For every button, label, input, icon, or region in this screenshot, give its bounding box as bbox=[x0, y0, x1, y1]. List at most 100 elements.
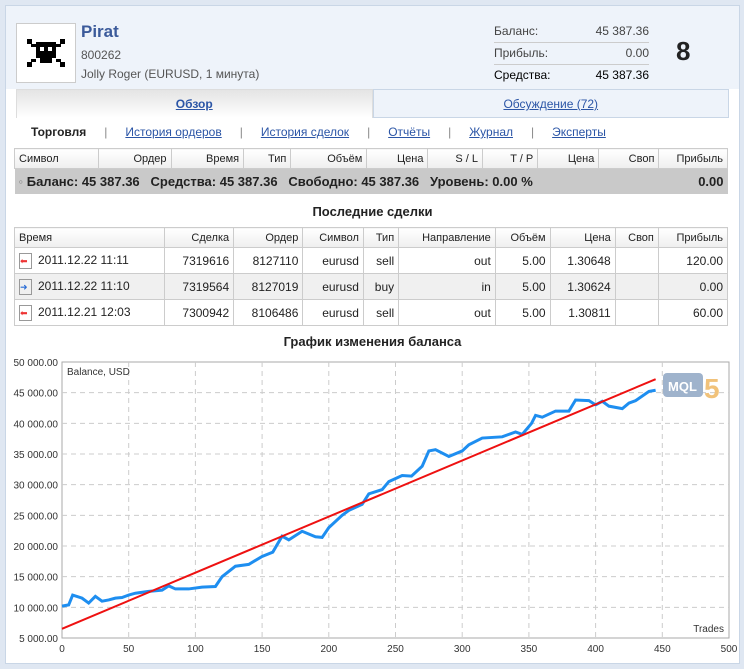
cell-text: 2011.12.22 11:10 bbox=[38, 278, 130, 293]
subnav-deal-history[interactable]: История сделок bbox=[260, 125, 350, 139]
cell-text: 2011.12.22 11:11 bbox=[38, 252, 129, 267]
cell-text: 8127019 bbox=[251, 279, 299, 294]
table-cell: eurusd bbox=[302, 299, 364, 326]
mql5-logo-five: 5 bbox=[704, 373, 720, 404]
table-cell: 1.30811 bbox=[549, 299, 616, 326]
y-tick-label: 20 000.00 bbox=[14, 542, 59, 553]
strategy-description: Jolly Roger (EURUSD, 1 минута) bbox=[81, 67, 260, 81]
column-header: Прибыль bbox=[658, 148, 728, 169]
subnav-reports[interactable]: Отчёты bbox=[388, 125, 431, 139]
table-cell: 7319616 bbox=[163, 247, 235, 274]
cell-text: 7319564 bbox=[182, 279, 230, 294]
subnav-experts[interactable]: Эксперты bbox=[552, 125, 606, 139]
x-tick-label: 250 bbox=[387, 644, 404, 655]
x-tick-label: 150 bbox=[254, 644, 271, 655]
table-row[interactable]: ➜ 2011.12.22 11:10 7319564 8127019 eurusd buy… bbox=[14, 273, 729, 300]
stat-label: Средства: bbox=[494, 68, 551, 82]
stat-value: 45 387.36 bbox=[595, 68, 649, 82]
avatar bbox=[16, 23, 76, 83]
column-header: Ордер bbox=[97, 148, 172, 169]
x-axis-label: Trades bbox=[693, 624, 724, 635]
table-cell: 1.30624 bbox=[549, 273, 616, 300]
table-cell bbox=[614, 247, 659, 274]
column-header: Прибыль bbox=[657, 227, 729, 248]
main-tabs: Обзор Обсуждение (72) bbox=[16, 89, 729, 118]
table-cell: 60.00 bbox=[657, 299, 729, 326]
table-cell: 1.30648 bbox=[549, 247, 616, 274]
table-cell: 120.00 bbox=[657, 247, 729, 274]
subnav-trading[interactable]: Торговля bbox=[31, 125, 87, 139]
trend-line bbox=[61, 378, 657, 630]
table-cell: 8127110 bbox=[233, 247, 304, 274]
x-tick-label: 350 bbox=[521, 644, 538, 655]
page: Pirat 800262 Jolly Roger (EURUSD, 1 мину… bbox=[5, 5, 740, 664]
table-cell: 8106486 bbox=[233, 299, 304, 326]
column-header: Символ bbox=[14, 148, 99, 169]
cell-text: 1.30648 bbox=[567, 253, 611, 268]
column-header: S / L bbox=[427, 148, 483, 169]
column-header: Своп bbox=[614, 227, 659, 248]
summary-profit: 0.00 bbox=[658, 168, 728, 194]
stat-balance: Баланс: 45 387.36 bbox=[494, 21, 649, 43]
column-header: Время bbox=[170, 148, 245, 169]
stat-value: 45 387.36 bbox=[595, 24, 649, 38]
table-cell: 5.00 bbox=[494, 273, 551, 300]
sell-out-icon: ⬅ bbox=[19, 252, 32, 269]
tab-discussion[interactable]: Обсуждение (72) bbox=[372, 89, 729, 118]
x-tick-label: 0 bbox=[59, 644, 65, 655]
subnav-journal[interactable]: Журнал bbox=[469, 125, 513, 139]
table-cell: 7319564 bbox=[163, 273, 235, 300]
cell-text: 7300942 bbox=[182, 305, 230, 320]
cell-text: in bbox=[481, 279, 491, 294]
table-row[interactable]: ⬅ 2011.12.21 12:03 7300942 8106486 eurusd sel… bbox=[14, 299, 729, 326]
table-cell: eurusd bbox=[302, 247, 364, 274]
y-tick-label: 25 000.00 bbox=[14, 511, 59, 522]
table-cell: eurusd bbox=[302, 273, 364, 300]
table-cell: 8127019 bbox=[233, 273, 304, 300]
x-tick-label: 200 bbox=[320, 644, 337, 655]
profile-header: Pirat 800262 Jolly Roger (EURUSD, 1 мину… bbox=[6, 6, 739, 89]
cell-text: 60.00 bbox=[692, 305, 723, 320]
y-tick-label: 35 000.00 bbox=[14, 450, 59, 461]
column-header: Ордер bbox=[233, 227, 304, 248]
cell-text: 1.30811 bbox=[568, 305, 611, 320]
mql5-logo bbox=[663, 373, 703, 397]
stat-profit: Прибыль: 0.00 bbox=[494, 43, 649, 65]
column-header: Тип bbox=[362, 227, 400, 248]
table-cell bbox=[614, 299, 659, 326]
column-header: Цена bbox=[366, 148, 429, 169]
cell-text: eurusd bbox=[322, 279, 359, 294]
y-tick-label: 40 000.00 bbox=[14, 419, 59, 430]
trader-name[interactable]: Pirat bbox=[81, 22, 119, 41]
stat-value: 0.00 bbox=[625, 46, 649, 60]
column-header: T / P bbox=[481, 148, 539, 169]
cell-text: 5.00 bbox=[522, 305, 546, 320]
table-cell: ⬅ 2011.12.21 12:03 bbox=[14, 299, 165, 326]
table-cell: 7300942 bbox=[163, 299, 235, 326]
cell-text: 1.30624 bbox=[567, 279, 611, 294]
tab-overview[interactable]: Обзор bbox=[16, 89, 373, 118]
table-cell: out bbox=[398, 247, 496, 274]
cell-text: sell bbox=[376, 305, 395, 320]
column-header: Время bbox=[14, 227, 165, 248]
x-tick-label: 300 bbox=[454, 644, 471, 655]
deals-title: Последние сделки bbox=[312, 204, 433, 219]
cell-text: out bbox=[474, 253, 491, 268]
y-tick-label: 45 000.00 bbox=[14, 389, 59, 400]
x-tick-label: 500 bbox=[721, 644, 738, 655]
table-cell: 5.00 bbox=[494, 299, 551, 326]
x-tick-label: 50 bbox=[123, 644, 135, 655]
y-tick-label: 50 000.00 bbox=[14, 358, 59, 369]
table-row[interactable]: ⬅ 2011.12.22 11:11 7319616 8127110 eurusd sel… bbox=[14, 247, 729, 274]
cell-text: sell bbox=[376, 253, 395, 268]
y-tick-label: 30 000.00 bbox=[14, 481, 59, 492]
subnav-order-history[interactable]: История ордеров bbox=[125, 125, 222, 139]
cell-text: 2011.12.21 12:03 bbox=[38, 304, 131, 319]
table-cell: out bbox=[398, 299, 496, 326]
bullet-icon: ◦ bbox=[18, 174, 27, 189]
stat-label: Баланс: bbox=[494, 24, 539, 38]
deals-table: Время Сделка Ордер Символ Тип Направление Объё… bbox=[14, 227, 729, 326]
column-header: Своп bbox=[598, 148, 660, 169]
balance-chart: 0 50 100 150 200 250 300 350 400 450 500 5 000.00 10… bbox=[14, 358, 738, 655]
cell-text: out bbox=[474, 305, 491, 320]
